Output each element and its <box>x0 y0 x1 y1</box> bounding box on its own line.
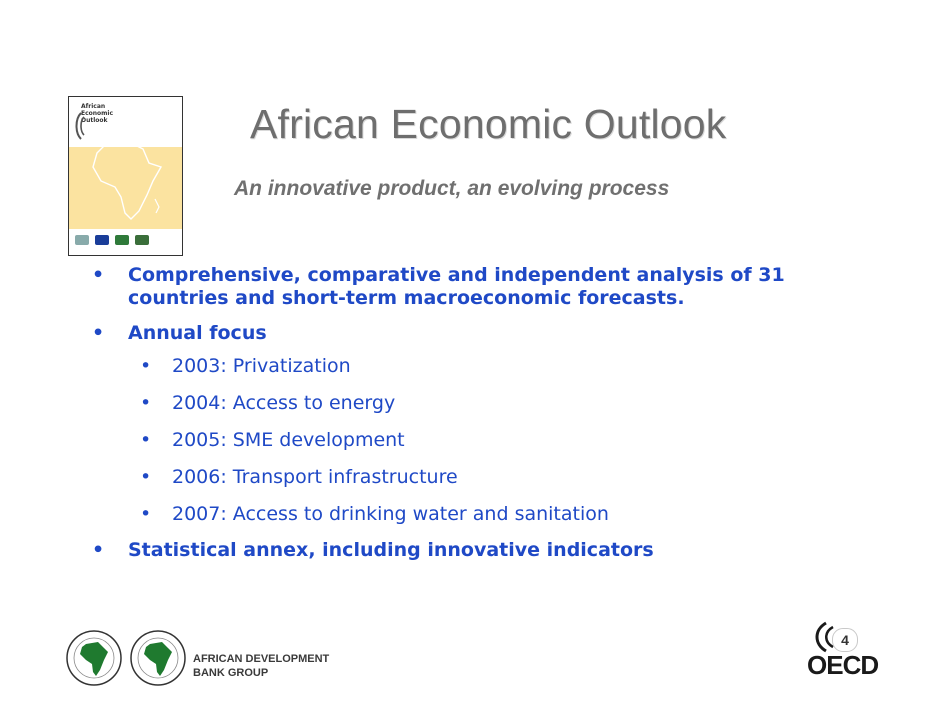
bullet-dot-icon: • <box>140 503 152 525</box>
sub-bullet-text: 2005: SME development <box>172 429 405 451</box>
bullet-item: • Comprehensive, comparative and indepen… <box>92 264 852 310</box>
oecd-logo-icon <box>815 621 834 653</box>
bullet-dot-icon: • <box>140 429 152 451</box>
afdb-name-line1: AFRICAN DEVELOPMENT <box>193 653 330 665</box>
afdb-seal-icon <box>130 630 186 686</box>
cover-title: African Economic Outlook <box>81 103 114 124</box>
bullet-text: Annual focus <box>128 322 267 344</box>
bullet-item: • Statistical annex, including innovativ… <box>92 539 852 562</box>
sub-bullet-item: • 2004: Access to energy <box>92 391 852 415</box>
eu-flag-icon <box>95 235 109 245</box>
africa-map-icon <box>92 140 163 220</box>
bullet-text: Comprehensive, comparative and independe… <box>128 264 785 309</box>
oecd-wordmark: OECD <box>807 650 879 680</box>
sub-bullet-item: • 2006: Transport infrastructure <box>92 465 852 489</box>
page-number: 4 <box>832 628 858 652</box>
sub-bullet-text: 2003: Privatization <box>172 355 351 377</box>
bullet-text: Statistical annex, including innovative … <box>128 539 654 561</box>
cover-header-area <box>69 97 182 147</box>
sub-bullet-item: • 2007: Access to drinking water and san… <box>92 502 852 526</box>
bullet-dot-icon: • <box>140 392 152 414</box>
oecd-quote-mark-icon <box>75 112 85 140</box>
slide-title: African Economic Outlook <box>250 101 727 147</box>
bullet-dot-icon: • <box>92 539 105 561</box>
bullet-list: • Comprehensive, comparative and indepen… <box>92 264 852 574</box>
afdb-name-line2: BANK GROUP <box>193 667 269 679</box>
cover-logo-icon <box>135 235 149 245</box>
sub-bullet-item: • 2003: Privatization <box>92 354 852 378</box>
sub-bullet-item: • 2005: SME development <box>92 428 852 452</box>
bullet-dot-icon: • <box>140 466 152 488</box>
sub-bullet-text: 2007: Access to drinking water and sanit… <box>172 503 609 525</box>
bullet-dot-icon: • <box>92 264 105 286</box>
slide-subtitle: An innovative product, an evolving proce… <box>234 177 670 200</box>
sub-bullet-text: 2006: Transport infrastructure <box>172 466 458 488</box>
afdb-seal-icon <box>66 630 122 686</box>
bullet-dot-icon: • <box>92 322 105 344</box>
afdb-logo-icon <box>115 235 129 245</box>
cover-logo-icon <box>75 235 89 245</box>
bullet-dot-icon: • <box>140 355 152 377</box>
sub-bullet-text: 2004: Access to energy <box>172 392 396 414</box>
annual-focus-list: • 2003: Privatization • 2004: Access to … <box>92 354 852 526</box>
afdb-name: AFRICAN DEVELOPMENT BANK GROUP <box>193 652 329 680</box>
report-cover-thumbnail: African Economic Outlook <box>68 96 183 256</box>
bullet-item: • Annual focus <box>92 322 852 345</box>
